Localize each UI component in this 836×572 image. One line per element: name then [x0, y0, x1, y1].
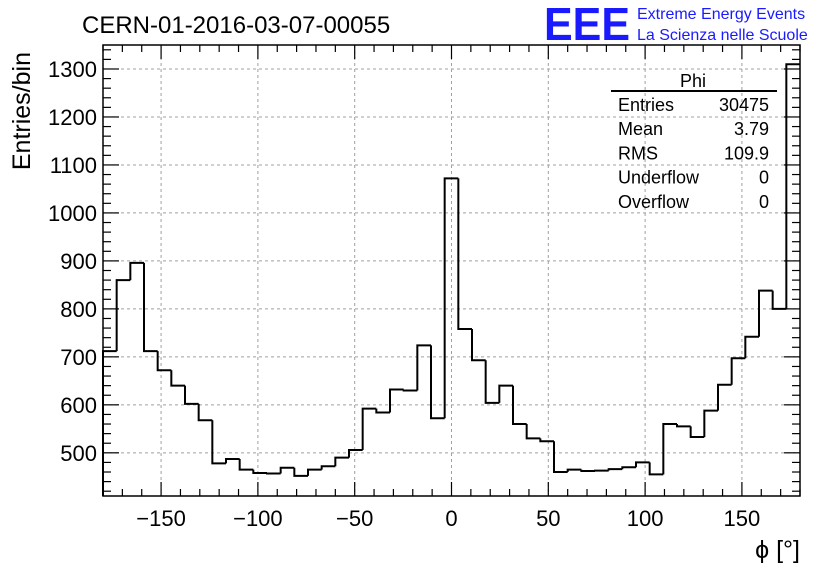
histogram-bin [566, 468, 582, 473]
histogram-bin [758, 289, 773, 337]
y-tick-label: 700 [60, 345, 97, 370]
y-tick-label: 1200 [48, 105, 97, 130]
x-axis-title: ϕ [°] [755, 536, 800, 564]
histogram-bin [334, 456, 349, 467]
histogram-bin [115, 279, 131, 352]
histogram-bin [471, 329, 486, 362]
stats-box-name: Phi [680, 71, 706, 91]
stats-row-label: Underflow [618, 168, 700, 188]
histogram-bin [676, 424, 691, 428]
histogram-bin [197, 403, 213, 422]
histogram-bin [430, 345, 445, 420]
histogram-bin [689, 426, 705, 438]
histogram-bin [539, 438, 554, 443]
histogram-bin [457, 178, 472, 331]
histogram-bin [648, 462, 664, 476]
stats-row-value: 30475 [719, 95, 769, 115]
x-tick-label: −150 [136, 506, 186, 531]
histogram-bin [252, 469, 267, 474]
y-tick-label: 800 [60, 297, 97, 322]
histogram-bin [402, 389, 418, 392]
histogram-bin [785, 63, 800, 309]
histogram-bin [279, 466, 295, 474]
histogram-bin [621, 466, 636, 470]
x-tick-label: −100 [233, 506, 283, 531]
grid-lines [103, 45, 800, 496]
histogram-bin [525, 424, 541, 440]
logo-line-2: La Scienza nelle Scuole [637, 27, 808, 44]
y-tick-label: 600 [60, 393, 97, 418]
histogram-bin [607, 468, 623, 471]
histogram-bin [225, 458, 240, 464]
tick-labels: −150 −100 −50 0 50 100 150 500 600 700 800 900 1000 1… [48, 57, 760, 531]
stats-rows: Entries 30475 Mean 3.79 RMS 109.9 Underflow 0 Ov… [618, 95, 769, 212]
histogram-bin [498, 384, 513, 403]
histogram-bin [717, 383, 732, 411]
histogram-bin [238, 459, 254, 471]
stats-row-value: 3.79 [734, 119, 769, 139]
stats-row-label: RMS [618, 143, 658, 163]
histogram-bin [211, 420, 226, 465]
stats-row-value: 109.9 [724, 143, 769, 163]
histogram-bin [553, 441, 568, 474]
histogram-bin [580, 469, 595, 473]
axes [102, 44, 801, 497]
x-tick-label: 0 [445, 506, 457, 531]
histogram-bin [156, 351, 172, 372]
histogram-bin [143, 262, 158, 353]
histogram-bin [348, 448, 363, 458]
stats-row-value: 0 [759, 192, 769, 212]
histogram-bin [730, 357, 746, 385]
histogram-bin [129, 261, 144, 281]
y-tick-label: 900 [60, 249, 97, 274]
histogram-bin [771, 290, 787, 310]
histogram-bin [512, 385, 527, 426]
histogram-bin [635, 461, 650, 468]
histogram-bin [170, 370, 185, 387]
x-tick-label: 50 [536, 506, 560, 531]
eee-logo: EEE Extreme Energy Events La Scienza nel… [544, 0, 808, 50]
chart-title: CERN-01-2016-03-07-00055 [82, 12, 390, 39]
stats-row-value: 0 [759, 168, 769, 188]
logo-line-1: Extreme Energy Events [637, 6, 805, 23]
histogram-bars [102, 63, 800, 496]
y-tick-label: 500 [60, 441, 97, 466]
y-axis-title: Entries/bin [8, 52, 36, 170]
histogram-bin [703, 409, 718, 437]
histogram-bin [443, 177, 459, 419]
stats-row-label: Entries [618, 95, 674, 115]
histogram-bin [484, 360, 500, 404]
stats-row-label: Mean [618, 119, 663, 139]
histogram-bin [416, 344, 431, 391]
y-tick-label: 1000 [48, 201, 97, 226]
x-tick-label: 100 [627, 506, 664, 531]
x-tick-label: 150 [724, 506, 761, 531]
y-tick-label: 1300 [48, 57, 97, 82]
histogram-bin [375, 408, 390, 414]
y-tick-label: 1100 [50, 153, 97, 178]
stats-box: Phi Entries 30475 Mean 3.79 RMS 109.9 Underflo… [611, 71, 777, 212]
histogram-bin [389, 388, 404, 413]
histogram-bin [307, 468, 322, 476]
stats-row-label: Overflow [618, 192, 690, 212]
histogram-bin [744, 335, 759, 359]
histogram-bin [184, 385, 199, 405]
logo-mark: EEE [544, 0, 630, 50]
histogram-bin [320, 465, 336, 470]
x-tick-label: −50 [336, 506, 373, 531]
histogram-bin [662, 423, 677, 475]
histogram-bin [293, 467, 308, 477]
histogram-bin [361, 407, 377, 450]
